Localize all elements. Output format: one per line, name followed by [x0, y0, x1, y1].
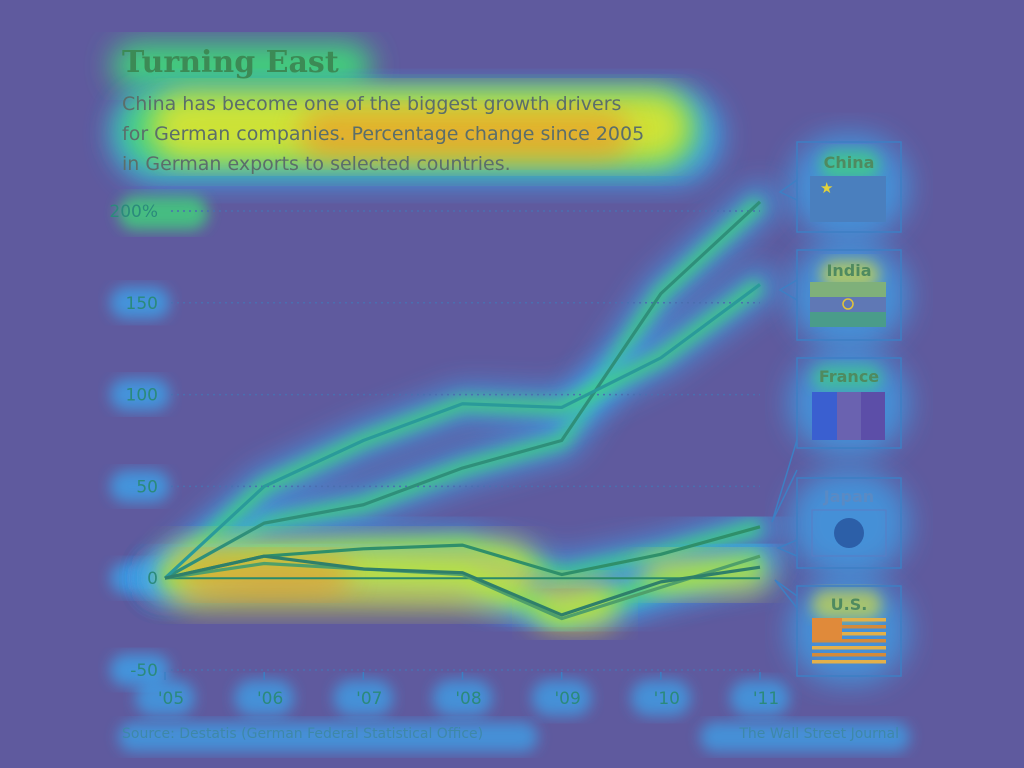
legend-label-japan: Japan — [823, 487, 874, 506]
legend-label-china: China — [824, 153, 875, 172]
x-tick-label: '09 — [555, 689, 581, 709]
chart-title: Turning East — [122, 45, 339, 80]
subtitle-line-1: China has become one of the biggest grow… — [122, 93, 621, 115]
legend-item-india: India — [778, 249, 902, 341]
legend-label-france: France — [819, 367, 879, 386]
flag-stripe — [812, 660, 886, 664]
heat-blob — [135, 680, 195, 716]
x-tick-label: '11 — [753, 689, 779, 709]
x-axis-ticks: '05 '06 '07 '08 '09 '10 '11 — [158, 672, 779, 709]
subtitle-line-3: in German exports to selected countries. — [122, 153, 511, 175]
heat-blob — [234, 680, 295, 716]
x-tick-label: '10 — [654, 689, 680, 709]
subtitle-line-2: for German companies. Percentage change … — [122, 123, 644, 145]
y-tick-label: 100 — [126, 386, 158, 406]
flag-stripe — [812, 618, 886, 622]
y-tick-label: 150 — [126, 294, 158, 314]
y-tick-label: 50 — [136, 477, 158, 497]
legend-item-us: U.S. — [774, 579, 902, 677]
heat-blob — [110, 470, 170, 503]
heat-blob — [812, 590, 882, 620]
heat-blob — [110, 654, 170, 686]
heat-blob — [730, 680, 790, 716]
heat-blob — [118, 196, 208, 230]
heat-blob — [531, 680, 592, 716]
legend-label-india: India — [826, 261, 871, 280]
legend-item-japan: Japan — [776, 477, 902, 569]
y-tick-label: 0 — [147, 569, 158, 589]
heat-blob — [530, 580, 620, 630]
legend-item-china: China ★ — [778, 141, 902, 233]
flag-stripe — [812, 646, 886, 650]
heat-blob — [432, 680, 493, 716]
x-tick-label: '07 — [356, 689, 382, 709]
japan-flag-icon — [811, 509, 887, 557]
source-note: Source: Destatis (German Federal Statist… — [122, 726, 483, 742]
legend: China ★ India France — [771, 141, 902, 677]
svg-text:★: ★ — [820, 179, 833, 197]
heat-blob — [630, 680, 691, 716]
flag-stripe — [812, 639, 886, 643]
y-tick-label: -50 — [130, 661, 158, 681]
series-line-us — [164, 554, 761, 617]
series-lines — [163, 200, 762, 621]
heat-blob — [333, 680, 394, 716]
heat-blob — [812, 365, 882, 391]
y-tick-label: 200% — [109, 202, 158, 222]
france-flag-icon — [812, 392, 885, 440]
heat-blob — [110, 378, 170, 411]
x-tick-label: '06 — [257, 689, 283, 709]
heat-blob — [820, 150, 880, 180]
gridlines — [165, 210, 760, 671]
heatmap-overlay — [110, 42, 910, 752]
heat-blob — [700, 722, 910, 752]
heat-blob — [112, 42, 372, 90]
x-tick-label: '05 — [158, 689, 184, 709]
heat-blob — [118, 722, 538, 752]
y-axis-ticks: 200% 150 100 50 0 -50 — [109, 202, 158, 681]
legend-item-france: France — [771, 357, 902, 523]
heat-blob — [110, 286, 170, 319]
flag-stripe — [812, 632, 886, 636]
flag-canton — [812, 618, 842, 640]
series-line-china — [164, 200, 762, 580]
legend-label-us: U.S. — [831, 595, 868, 614]
us-flag-icon — [812, 618, 886, 664]
x-tick-label: '08 — [455, 689, 481, 709]
series-line-india — [163, 283, 761, 580]
india-flag-icon — [810, 282, 886, 327]
series-line-japan — [164, 554, 761, 621]
flag-stripe — [812, 653, 886, 657]
flag-stripe — [812, 625, 886, 629]
heat-blob — [180, 555, 350, 595]
credit-note: The Wall Street Journal — [738, 726, 899, 742]
china-flag-icon: ★ — [810, 176, 886, 222]
heat-blob — [300, 110, 630, 160]
